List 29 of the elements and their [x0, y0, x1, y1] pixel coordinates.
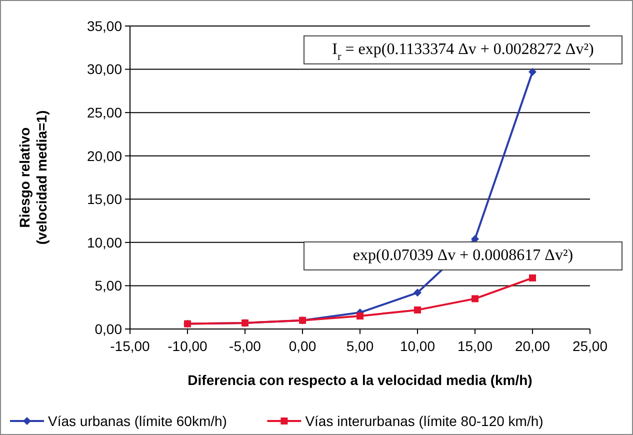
x-tick-label: -5,00 — [229, 338, 262, 354]
point — [528, 68, 536, 76]
x-tick-label: 15,00 — [457, 338, 493, 354]
y-tick-label: 35,00 — [86, 18, 122, 34]
y-tick-label: 30,00 — [86, 61, 122, 78]
x-tick-label: 25,00 — [572, 338, 608, 354]
x-tick-label: 0,00 — [288, 338, 316, 354]
x-tick-label: 10,00 — [400, 338, 436, 354]
y-tick-label: 20,00 — [86, 148, 122, 164]
x-tick-label: 5,00 — [346, 338, 374, 354]
y-tick-label: 0,00 — [94, 320, 122, 337]
point — [529, 274, 536, 282]
annotation: I$_{r}$ = exp(0.1133374 Δv + 0.0028272 Δv²) — [332, 40, 594, 63]
x-tick-label: -10,00 — [168, 338, 208, 354]
y-tick-label: 5,00 — [94, 278, 122, 294]
annotation: exp(0.07039 Δv + 0.0008617 Δv²) — [352, 246, 574, 264]
point — [356, 312, 364, 320]
y-tick-label: 15,00 — [86, 191, 122, 208]
legend-label: Vías interurbanas (límite 80-120 km/h) — [305, 412, 544, 429]
point — [414, 306, 421, 314]
point — [414, 288, 422, 297]
y-tick-label: 10,00 — [86, 234, 122, 250]
x-axis-title: Diferencia con respecto a la velocidad media (km/h) — [188, 372, 532, 388]
x-tick-label: -15,00 — [110, 338, 150, 354]
x-tick-label: 20,00 — [514, 338, 550, 354]
point — [472, 295, 478, 302]
y-axis-title: Riesgo relativo (velocidad media=1) — [16, 110, 50, 245]
legend-label: Vías urbanas (límite 60km/h) — [48, 412, 227, 429]
y-tick-label: 25,00 — [86, 104, 122, 120]
